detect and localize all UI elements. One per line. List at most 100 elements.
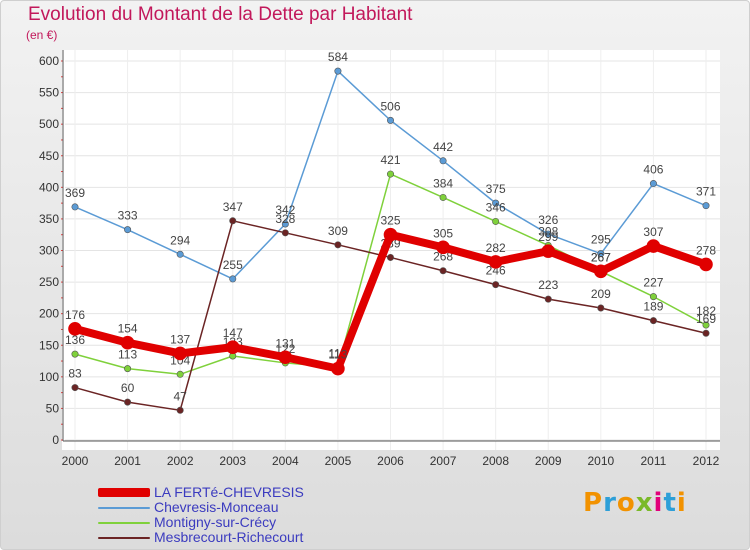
data-label: 223 [538,278,558,292]
data-label: 333 [118,209,138,223]
data-label: 384 [433,176,453,190]
data-point [331,361,345,376]
y-tick-label: 600 [39,54,59,68]
data-point [702,321,710,329]
x-tick-label: 2001 [114,454,141,468]
data-label: 189 [643,300,663,314]
data-label: 299 [538,230,558,244]
data-label: 282 [486,241,506,255]
data-label: 169 [696,312,716,326]
data-label: 83 [68,367,82,381]
data-point [488,255,503,269]
x-tick-label: 2002 [167,454,194,468]
data-point [646,239,661,253]
data-point [124,398,132,406]
data-point [176,250,184,258]
y-tick-label: 150 [39,338,59,352]
data-label: 136 [65,333,85,347]
data-label: 294 [170,233,190,247]
data-point [71,203,79,211]
data-point [386,253,394,261]
data-point [702,202,710,210]
data-label: 346 [486,200,506,214]
data-label: 307 [643,225,663,239]
data-label: 154 [118,322,138,336]
data-label: 209 [591,287,611,301]
legend-swatch [98,522,150,524]
data-label: 506 [380,99,400,113]
data-label: 375 [486,182,506,196]
data-label: 176 [65,308,85,322]
data-label: 371 [696,185,716,199]
y-tick-label: 400 [39,180,59,194]
x-tick-label: 2008 [482,454,509,468]
data-label: 113 [118,348,137,362]
y-tick-label: 450 [39,149,59,163]
data-label: 295 [591,233,611,247]
data-label: 246 [486,264,506,278]
data-point [176,406,184,414]
y-tick-label: 550 [39,86,59,100]
legend-swatch [98,537,150,539]
data-point [386,170,394,178]
y-tick-label: 500 [39,117,59,131]
data-label: 584 [328,50,348,64]
data-point [594,264,608,279]
data-point [492,281,500,289]
data-point [278,350,293,365]
data-label: 406 [643,163,663,177]
data-label: 305 [433,226,453,240]
y-tick-label: 0 [52,433,59,447]
data-point [702,329,710,337]
data-label: 268 [433,250,453,264]
data-point [124,226,132,234]
data-point [541,244,556,258]
data-label: 421 [380,153,400,167]
data-label: 147 [223,326,243,340]
y-tick-label: 200 [39,307,59,321]
data-point [281,229,289,237]
chart-subtitle: (en €) [26,28,58,42]
data-label: 267 [591,250,611,264]
legend-label: Montigny-sur-Crécy [154,514,277,530]
data-point [120,335,135,350]
data-label: 309 [328,224,348,238]
x-tick-label: 2005 [325,454,352,468]
data-point [439,157,447,165]
data-label: 369 [65,186,85,200]
data-label: 328 [275,212,295,226]
y-tick-label: 350 [39,212,59,226]
legend-label: Chevresis-Monceau [154,499,279,515]
data-point [436,240,450,255]
data-point [71,350,79,358]
data-point [544,295,552,303]
legend-swatch [98,488,150,497]
data-point [439,193,447,201]
data-point [281,220,289,228]
data-point [229,217,237,225]
data-label: 131 [275,336,295,350]
data-label: 47 [173,389,187,403]
y-tick-label: 250 [39,275,59,289]
x-tick-label: 2010 [587,454,614,468]
proxiti-logo: Proxiti [583,488,687,518]
x-tick-label: 2009 [535,454,562,468]
data-point [71,384,79,392]
data-point [386,116,394,124]
data-point [492,199,500,207]
data-label: 342 [275,203,295,217]
x-tick-label: 2012 [693,454,720,468]
data-label: 182 [696,304,716,318]
data-point [68,322,82,336]
data-label: 227 [643,276,663,290]
data-point [124,365,132,373]
x-tick-label: 2000 [62,454,89,468]
x-tick-label: 2011 [641,454,667,468]
data-label: 308 [538,224,558,238]
y-tick-label: 100 [39,370,59,384]
data-label: 347 [223,200,243,214]
legend-label: LA FERTé-CHEVRESIS [154,484,304,500]
data-point [225,340,240,354]
data-point [176,370,184,378]
data-point [649,293,657,301]
